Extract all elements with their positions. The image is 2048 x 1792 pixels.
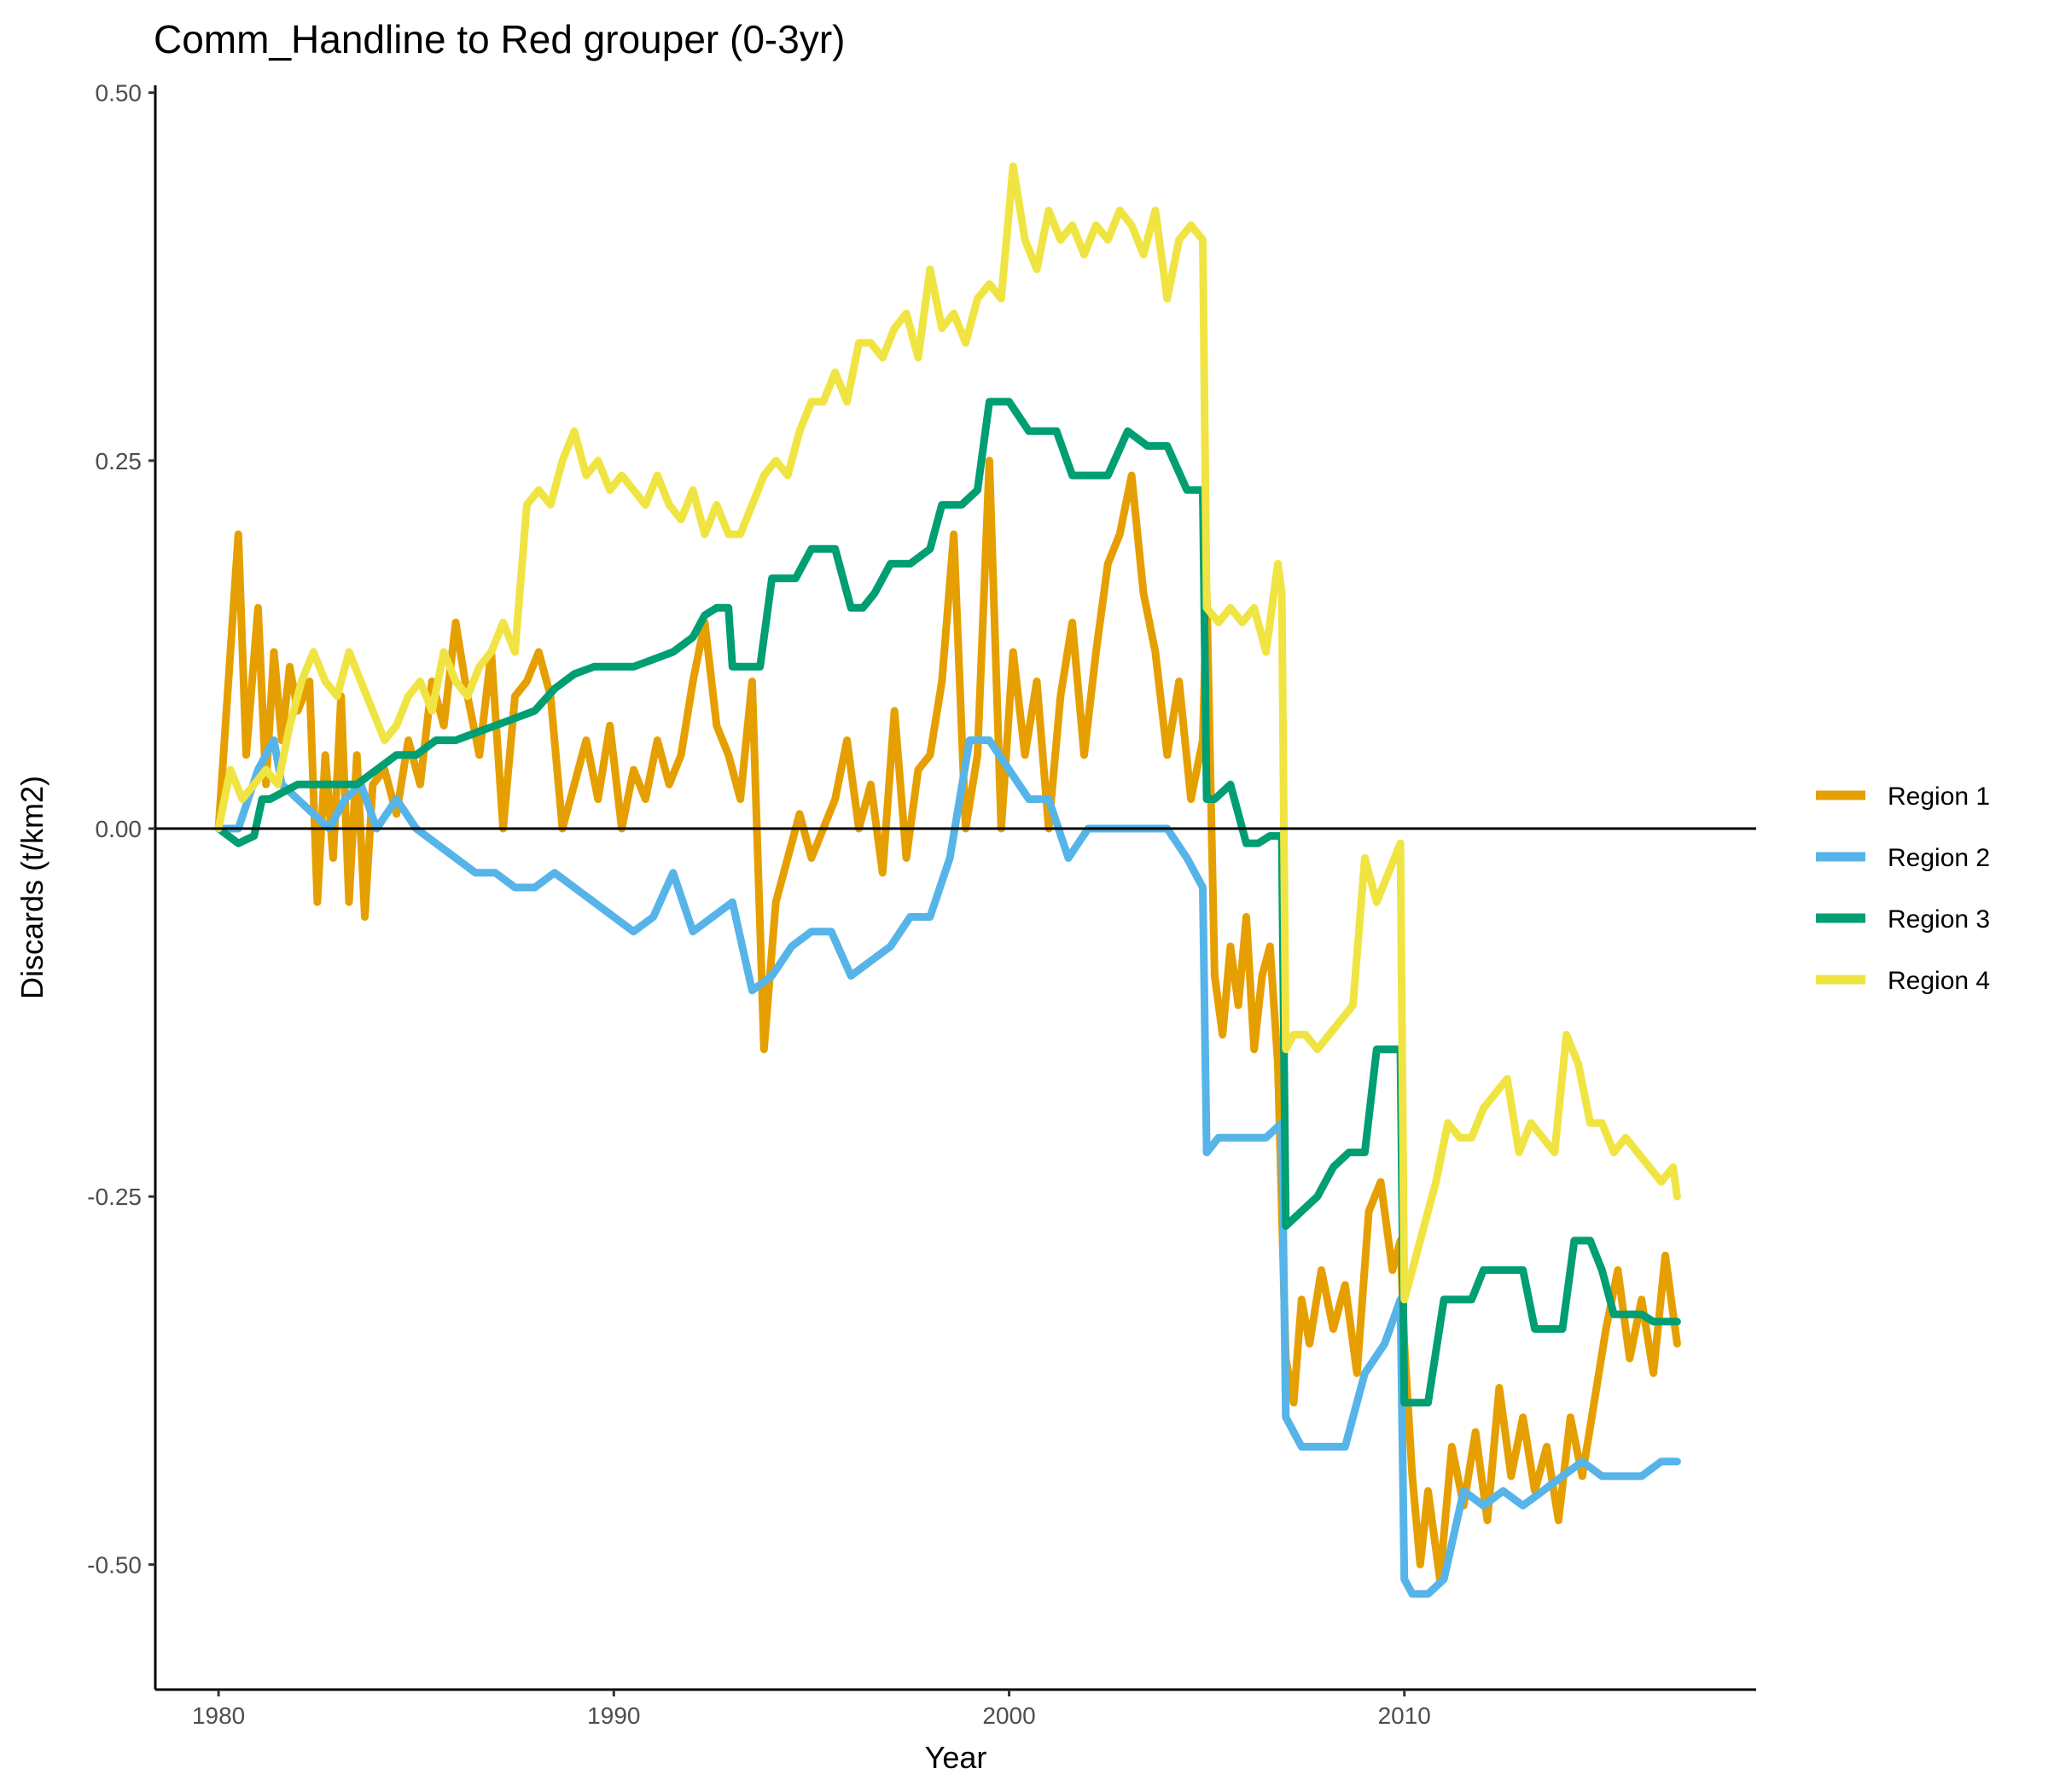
series-line-region-1: [214, 457, 1681, 1584]
legend-label-region-4: Region 4: [1888, 967, 1990, 995]
legend-label-region-2: Region 2: [1888, 844, 1990, 872]
x-tick-label: 2000: [982, 1702, 1035, 1729]
series-line-region-2: [214, 736, 1681, 1598]
y-tick-label: 0.00: [96, 816, 143, 842]
y-axis-title: Discards (t/km2): [15, 776, 49, 999]
x-tick-label: 2010: [1378, 1702, 1431, 1729]
y-ticks: 0.50 0.25 0.00 -0.25 -0.50: [87, 80, 155, 1578]
chart-title: Comm_Handline to Red grouper (0-3yr): [154, 17, 845, 61]
x-ticks: 1980 1990 2000 2010: [192, 1690, 1431, 1729]
legend-label-region-1: Region 1: [1888, 783, 1990, 811]
y-tick-label: 0.50: [96, 80, 143, 107]
plot-area: [155, 162, 1756, 1598]
legend: Region 1 Region 2 Region 3 Region 4: [1816, 783, 1990, 995]
y-axis: 0.50 0.25 0.00 -0.25 -0.50: [87, 80, 157, 1690]
series-group: [214, 162, 1681, 1598]
series-line-region-4: [214, 162, 1681, 1304]
legend-label-region-3: Region 3: [1888, 905, 1990, 934]
x-tick-label: 1990: [587, 1702, 640, 1729]
y-tick-label: -0.50: [87, 1551, 142, 1578]
y-tick-label: -0.25: [87, 1184, 142, 1210]
x-tick-label: 1980: [192, 1702, 245, 1729]
series-line-region-3: [214, 398, 1681, 1407]
x-axis: 1980 1990 2000 2010: [155, 1688, 1756, 1729]
y-tick-label: 0.25: [96, 448, 143, 474]
x-axis-title: Year: [925, 1740, 987, 1775]
